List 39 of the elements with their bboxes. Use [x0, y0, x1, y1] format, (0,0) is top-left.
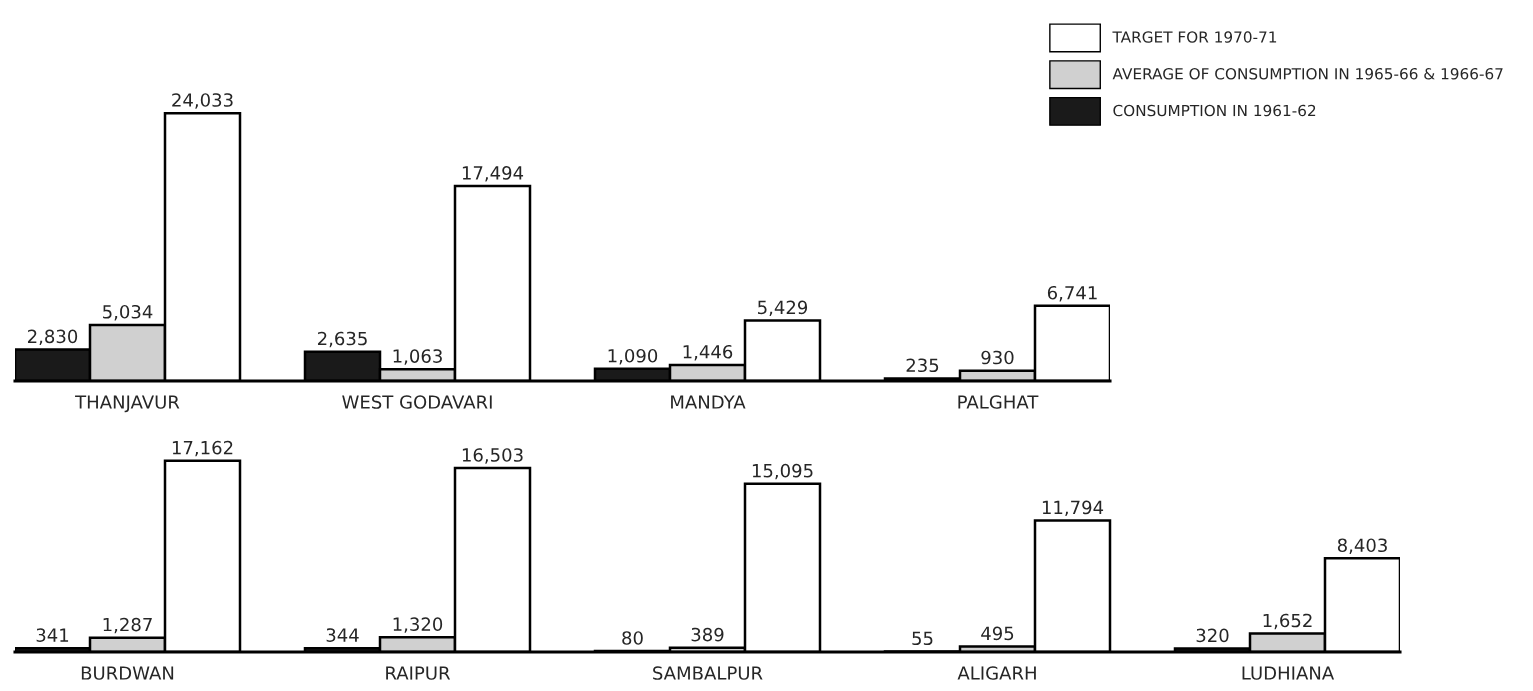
legend-label: TARGET FOR 1970-71	[1112, 31, 1277, 43]
data-label: 1,287	[103, 617, 152, 634]
data-label: 55	[912, 631, 933, 646]
x-tick-label: WEST GODAVARI	[342, 395, 492, 409]
data-label: 5,034	[103, 304, 153, 321]
x-tick-label: PALGHAT	[958, 395, 1039, 409]
data-label: 11,794	[1042, 500, 1104, 517]
x-tick-label: SAMBALPUR	[653, 666, 763, 680]
data-label: 1,063	[393, 349, 442, 365]
data-label: 235	[906, 358, 939, 373]
data-label: 80	[622, 631, 643, 645]
data-label: 320	[1196, 628, 1229, 643]
data-label: 15,095	[752, 463, 813, 480]
data-label: 1,320	[393, 617, 443, 633]
data-label: 930	[981, 350, 1014, 365]
data-label: 1,652	[1263, 613, 1312, 630]
x-tick-label: ALIGARH	[957, 666, 1036, 680]
x-tick-label: BURDWAN	[81, 666, 174, 680]
data-label: 8,403	[1337, 538, 1387, 554]
data-label: 2,830	[27, 329, 78, 346]
data-label: 344	[326, 628, 359, 642]
data-label: 389	[691, 627, 724, 642]
data-label: 17,494	[462, 166, 524, 182]
data-label: 5,429	[758, 300, 808, 317]
data-label: 16,503	[462, 448, 523, 464]
x-tick-label: THANJAVUR	[75, 395, 180, 413]
data-label: 6,741	[1047, 285, 1097, 302]
x-tick-label: MANDYA	[671, 395, 746, 409]
data-label: 1,446	[683, 344, 733, 361]
x-tick-label: LUDHIANA	[1242, 666, 1335, 680]
data-label: 341	[36, 628, 69, 642]
data-label: 24,033	[172, 93, 233, 109]
legend-label: CONSUMPTION IN 1961-62	[1113, 104, 1316, 117]
x-tick-label: RAIPUR	[386, 666, 451, 680]
data-label: 495	[981, 626, 1014, 641]
data-label: 2,635	[317, 331, 367, 348]
legend-label: AVERAGE OF CONSUMPTION IN 1965-66 & 1966-67	[1112, 68, 1503, 80]
data-label: 1,090	[608, 348, 658, 365]
data-label: 17,162	[172, 440, 233, 457]
